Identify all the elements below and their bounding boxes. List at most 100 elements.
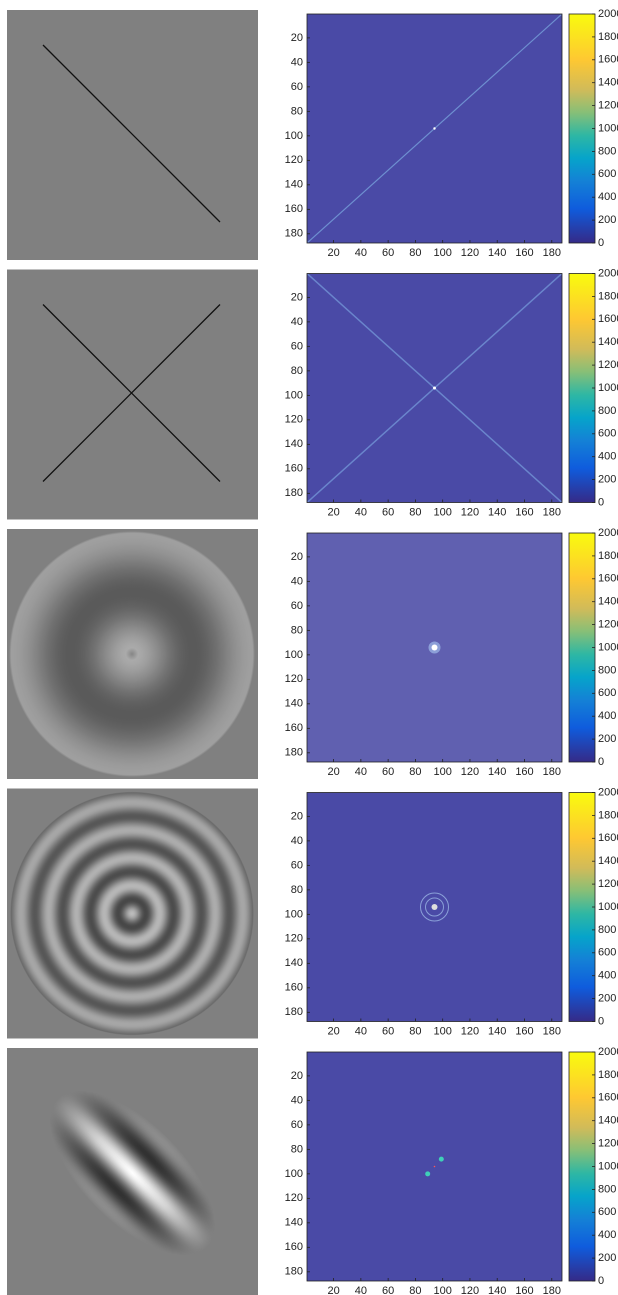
colorbar-tick-label: 600 <box>598 428 616 440</box>
y-tick-label: 120 <box>285 933 303 945</box>
x-tick-label: 120 <box>461 766 479 778</box>
map-spot <box>433 387 436 390</box>
colorbar-tick-label: 2000 <box>598 527 618 539</box>
colorbar-tick-label: 400 <box>598 191 616 203</box>
x-tick-label: 60 <box>382 766 394 778</box>
colorbar-tick-label: 600 <box>598 168 616 180</box>
x-tick-label: 20 <box>327 766 339 778</box>
colorbar-tick-label: 800 <box>598 1183 616 1195</box>
y-tick-label: 160 <box>285 463 303 475</box>
y-tick-label: 120 <box>285 1192 303 1204</box>
y-tick-label: 60 <box>291 1119 303 1131</box>
x-tick-label: 20 <box>327 1285 339 1295</box>
y-tick-label: 100 <box>285 1168 303 1180</box>
colorbar-tick-label: 800 <box>598 145 616 157</box>
y-tick-label: 120 <box>285 673 303 685</box>
colorbar-tick-label: 1800 <box>598 31 618 43</box>
x-tick-label: 180 <box>543 1285 561 1295</box>
y-tick-label: 140 <box>285 1217 303 1229</box>
map-spot <box>434 1166 436 1168</box>
x-tick-label: 80 <box>409 1285 421 1295</box>
x-tick-label: 120 <box>461 1025 479 1037</box>
x-tick-label: 40 <box>355 1285 367 1295</box>
y-tick-label: 100 <box>285 649 303 661</box>
x-tick-label: 140 <box>488 1285 506 1295</box>
y-tick-label: 100 <box>285 908 303 920</box>
colorbar-tick-label: 1200 <box>598 1138 618 1150</box>
y-tick-label: 80 <box>291 365 303 377</box>
x-tick-label: 100 <box>434 1025 452 1037</box>
y-tick-label: 160 <box>285 982 303 994</box>
colorbar-tick-label: 400 <box>598 710 616 722</box>
map-spot <box>432 904 438 910</box>
colorbar-tick-label: 200 <box>598 1252 616 1264</box>
map-spot <box>439 1157 444 1162</box>
map-spot <box>433 127 435 129</box>
y-tick-label: 180 <box>285 1266 303 1278</box>
x-tick-label: 140 <box>488 247 506 259</box>
y-tick-label: 140 <box>285 698 303 710</box>
y-tick-label: 80 <box>291 624 303 636</box>
x-tick-label: 160 <box>515 1025 533 1037</box>
x-tick-label: 60 <box>382 247 394 259</box>
panel: 2040608010012014016018020406080100120140… <box>7 527 618 779</box>
x-tick-label: 80 <box>409 1025 421 1037</box>
y-tick-label: 60 <box>291 600 303 612</box>
colorbar-tick-label: 1000 <box>598 382 618 394</box>
y-tick-label: 20 <box>291 551 303 563</box>
x-tick-label: 80 <box>409 766 421 778</box>
colorbar <box>569 533 595 762</box>
y-tick-label: 40 <box>291 56 303 68</box>
colorbar <box>569 274 595 503</box>
colorbar-tick-label: 1000 <box>598 641 618 653</box>
colorbar-tick-label: 200 <box>598 214 616 226</box>
y-tick-label: 140 <box>285 179 303 191</box>
colorbar-tick-label: 0 <box>598 1275 604 1287</box>
figure: 20 40 60 80 100 120 140 160 180 20 40 60 80 100 120 140… <box>0 0 618 1295</box>
y-tick-label: 180 <box>285 228 303 240</box>
x-tick-label: 180 <box>543 766 561 778</box>
y-tick-label: 20 <box>291 1070 303 1082</box>
y-tick-label: 100 <box>285 130 303 142</box>
x-tick-label: 140 <box>488 1025 506 1037</box>
colorbar-tick-label: 200 <box>598 474 616 486</box>
colorbar-tick-label: 2000 <box>598 8 618 20</box>
x-tick-label: 120 <box>461 247 479 259</box>
x-tick-label: 20 <box>327 247 339 259</box>
x-tick-label: 180 <box>543 1025 561 1037</box>
colorbar-tick-label: 1200 <box>598 619 618 631</box>
y-tick-label: 40 <box>291 575 303 587</box>
y-tick-label: 40 <box>291 316 303 328</box>
x-tick-label: 140 <box>488 506 506 518</box>
colorbar <box>569 793 595 1022</box>
map-spot <box>432 645 438 651</box>
colorbar-tick-label: 2000 <box>598 267 618 279</box>
image-pattern <box>7 529 257 779</box>
y-tick-label: 140 <box>285 438 303 450</box>
x-tick-label: 160 <box>515 247 533 259</box>
colorbar-tick-label: 1200 <box>598 100 618 112</box>
x-tick-label: 40 <box>355 1025 367 1037</box>
colorbar-tick-label: 1600 <box>598 832 618 844</box>
x-tick-label: 60 <box>382 506 394 518</box>
colorbar-tick-label: 1200 <box>598 359 618 371</box>
y-tick-label: 160 <box>285 203 303 215</box>
x-tick-label: 20 <box>327 1025 339 1037</box>
x-tick-label: 20 <box>327 506 339 518</box>
colorbar-tick-label: 1400 <box>598 1115 618 1127</box>
colorbar-tick-label: 1000 <box>598 901 618 913</box>
y-tick-label: 180 <box>285 487 303 499</box>
x-tick-label: 100 <box>434 506 452 518</box>
panel: 2040608010012014016018020406080100120140… <box>7 786 618 1038</box>
x-tick-label: 160 <box>515 1285 533 1295</box>
colorbar-tick-label: 0 <box>598 756 604 768</box>
y-tick-label: 60 <box>291 859 303 871</box>
x-tick-label: 180 <box>543 247 561 259</box>
y-tick-label: 80 <box>291 884 303 896</box>
